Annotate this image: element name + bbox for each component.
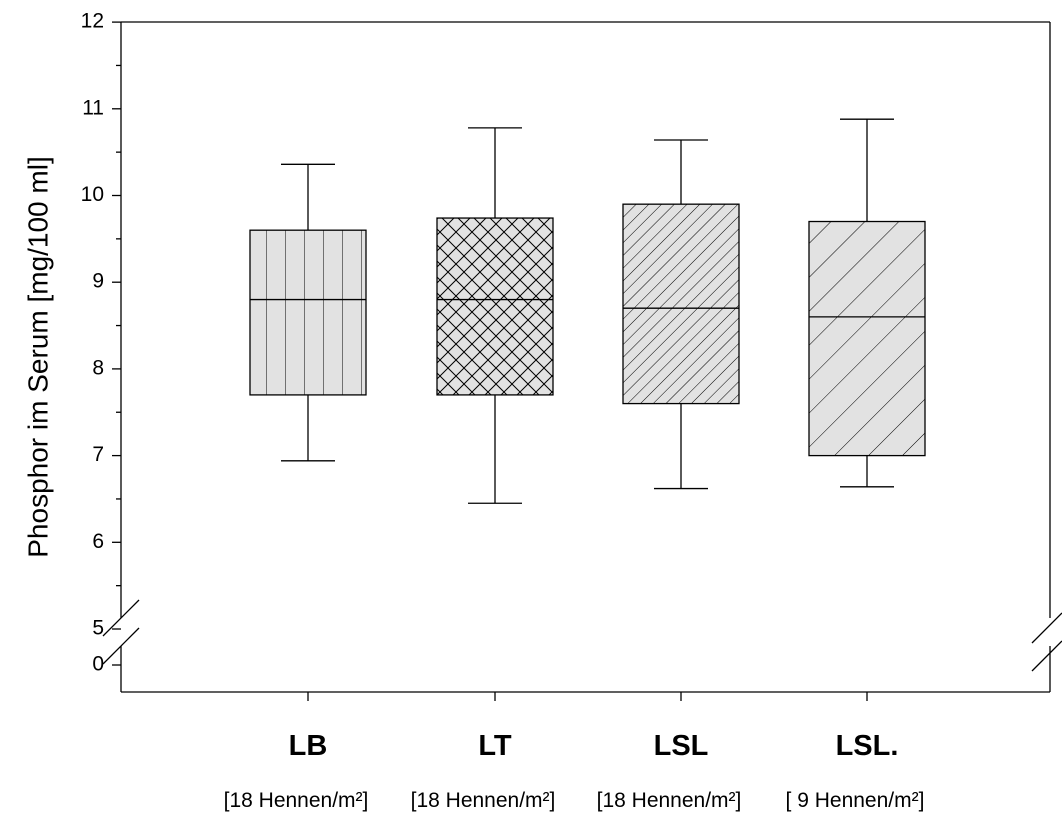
category-sublabel: [18 Hennen/m²]: [411, 789, 556, 812]
box-lb: [249, 163, 367, 462]
y-tick-label: 6: [92, 530, 104, 553]
y-tick-label: 12: [81, 10, 104, 33]
axis-break-left-1: [102, 599, 140, 637]
category-sublabel: [ 9 Hennen/m²]: [786, 789, 925, 812]
y-tick-label: 10: [81, 183, 104, 206]
y-axis-ticks: 0 5 6 7 8 9 10 11 12: [81, 10, 121, 676]
axis-break-left-2: [102, 627, 140, 665]
category-label: LSL.: [836, 730, 899, 762]
axis-break-right-1: [1031, 612, 1062, 644]
y-tick-label: 7: [92, 443, 104, 466]
y-tick-label: 11: [82, 96, 104, 119]
box-series: [249, 118, 926, 504]
category-label: LB: [289, 730, 328, 762]
y-tick-label: 5: [92, 617, 104, 640]
box-lsl-2: [808, 118, 926, 488]
box-iqr: [436, 217, 554, 396]
box-lt: [436, 127, 554, 504]
box-lsl: [622, 139, 740, 490]
plot-frame: [102, 21, 1062, 693]
box-iqr: [808, 220, 926, 457]
axis-break-right-2: [1031, 640, 1062, 672]
y-tick-label: 9: [92, 270, 104, 293]
category-label: LT: [478, 730, 512, 762]
box-iqr: [622, 203, 740, 405]
category-sublabel: [18 Hennen/m²]: [224, 789, 369, 812]
y-tick-label: 8: [92, 356, 104, 379]
y-axis-label: Phosphor im Serum [mg/100 ml]: [22, 156, 53, 558]
x-axis-ticks: LB [18 Hennen/m²] LT [18 Hennen/m²] LSL [18 H…: [224, 692, 925, 812]
category-label: LSL: [654, 730, 709, 762]
y-tick-label: 0: [92, 653, 104, 676]
box-iqr: [249, 229, 367, 396]
category-sublabel: [18 Hennen/m²]: [597, 789, 742, 812]
